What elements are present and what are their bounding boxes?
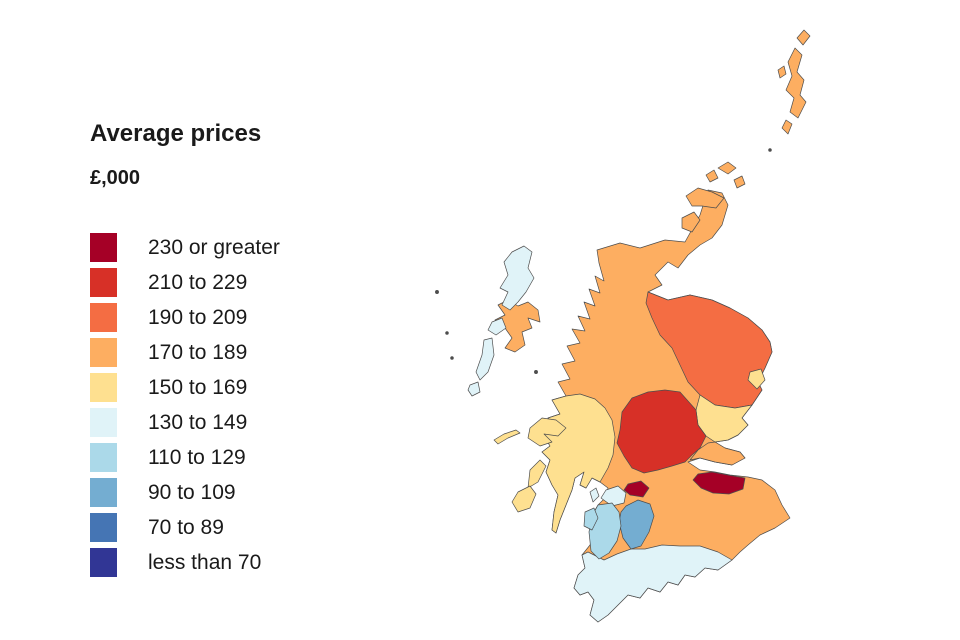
legend-swatch [90,233,117,262]
legend-item: 150 to 169 [90,370,390,405]
legend-item: 170 to 189 [90,335,390,370]
region-shetland [781,119,793,135]
region-orkney [681,211,701,233]
legend-swatch [90,513,117,542]
region-aberdeen-city [747,368,766,390]
legend-label: 70 to 89 [148,515,224,539]
legend-label: 150 to 169 [148,375,248,399]
legend-item: 230 or greater [90,230,390,265]
legend-item: 210 to 229 [90,265,390,300]
legend-item: 90 to 109 [90,475,390,510]
legend-label: 130 to 149 [148,410,248,434]
region-edinburgh-and-lothians [692,471,746,495]
scotland-map [435,29,811,623]
region-bute [589,487,600,503]
legend-swatch [90,268,117,297]
region-outer-hebrides [467,381,481,397]
legend-label: 110 to 129 [148,445,246,469]
region-small-skerries [534,370,538,374]
legend-item: 130 to 149 [90,405,390,440]
region-fife [689,441,746,466]
region-east-dunbartonshire [623,480,650,498]
legend-swatch [90,338,117,367]
region-orkney [717,161,737,175]
region-perth-and-stirling [616,389,707,474]
region-jura [527,459,547,489]
legend-label: 230 or greater [148,235,280,259]
region-small-skerries [768,148,772,152]
region-shetland [796,29,811,46]
legend-label: 190 to 209 [148,305,248,329]
legend-items: 230 or greater 210 to 229 190 to 209 170… [90,230,390,580]
legend-title: Average prices [90,120,262,147]
region-small-skerries [435,290,439,294]
region-orkney [685,187,725,209]
legend-swatch [90,478,117,507]
legend-label: 170 to 189 [148,340,248,364]
legend-swatch [90,373,117,402]
region-outer-hebrides [487,317,507,336]
region-small-skerries [445,331,449,335]
region-orkney [705,169,719,183]
legend-swatch [90,408,117,437]
legend-label: less than 70 [148,550,262,574]
legend-swatch [90,303,117,332]
region-dumfries-and-galloway [573,544,733,623]
legend-swatch [90,548,117,577]
region-mull [527,417,567,447]
region-outer-hebrides [475,337,495,381]
legend-item: 190 to 209 [90,300,390,335]
legend-label: 210 to 229 [148,270,248,294]
region-outer-hebrides [499,245,535,311]
region-islay [511,485,537,513]
legend-swatch [90,443,117,472]
region-tiree-coll [493,429,521,445]
region-shetland [785,47,807,119]
legend-units: £,000 [90,167,141,189]
region-small-skerries [450,356,454,360]
map-legend: Average prices £,000 230 or greater 210 … [90,120,390,580]
legend-item: less than 70 [90,545,390,580]
legend-item: 110 to 129 [90,440,390,475]
region-shetland [777,65,787,79]
region-arran [583,507,599,531]
legend-label: 90 to 109 [148,480,236,504]
region-moray-aberdeenshire [645,291,773,409]
region-orkney [733,175,746,189]
region-glasgow-renfrewshire [600,485,627,507]
legend-item: 70 to 89 [90,510,390,545]
